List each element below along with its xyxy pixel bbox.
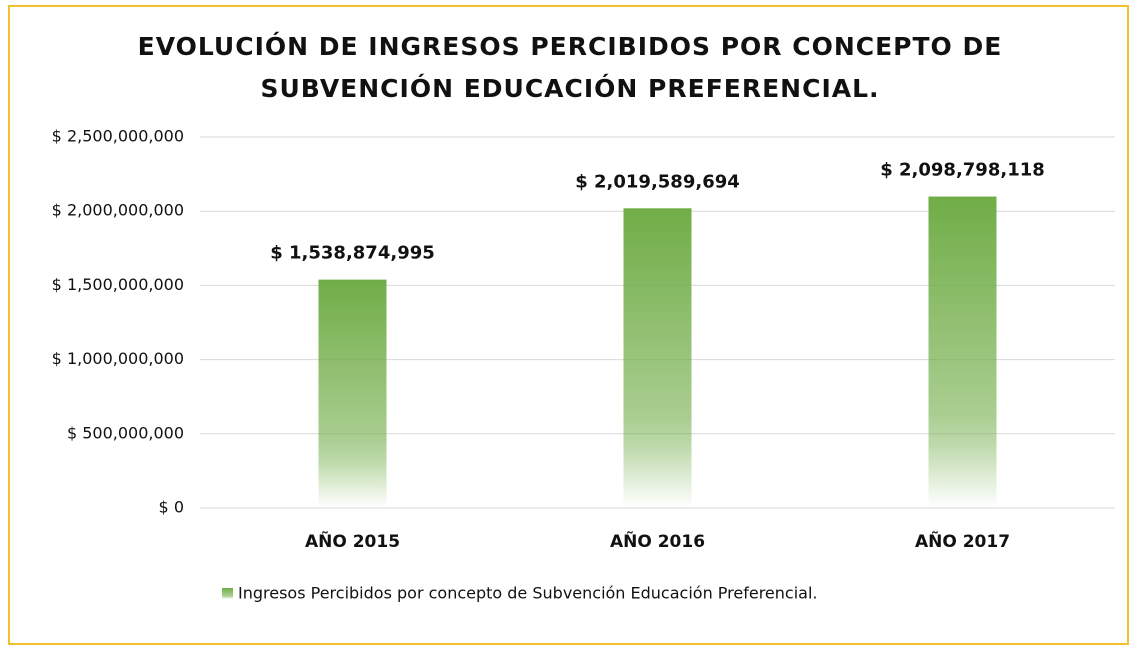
y-tick-label: $ 2,000,000,000: [52, 201, 184, 220]
y-tick-label: $ 500,000,000: [67, 423, 184, 442]
bar: [318, 279, 387, 508]
chart: $ 0 $ 500,000,000 $ 1,000,000,000 $ 1,500,0…: [52, 127, 1115, 603]
legend-label: Ingresos Percibidos por concepto de Subv…: [238, 584, 818, 603]
data-label: $ 2,019,589,694: [575, 171, 740, 192]
y-tick-label: $ 1,000,000,000: [52, 349, 184, 368]
data-label: $ 1,538,874,995: [270, 243, 435, 264]
x-tick-label: AÑO 2016: [610, 529, 705, 552]
bar: [623, 208, 692, 508]
y-tick-label: $ 1,500,000,000: [52, 275, 184, 294]
chart-title: EVOLUCIÓN DE INGRESOS PERCIBIDOS POR CON…: [137, 32, 1003, 103]
data-label: $ 2,098,798,118: [880, 160, 1045, 181]
bar: [928, 196, 997, 508]
y-tick-label: $ 2,500,000,000: [52, 127, 184, 146]
y-tick-label: $ 0: [159, 498, 184, 517]
x-tick-label: AÑO 2017: [915, 529, 1010, 552]
x-tick-label: AÑO 2015: [305, 529, 400, 552]
legend-swatch: [222, 588, 233, 599]
